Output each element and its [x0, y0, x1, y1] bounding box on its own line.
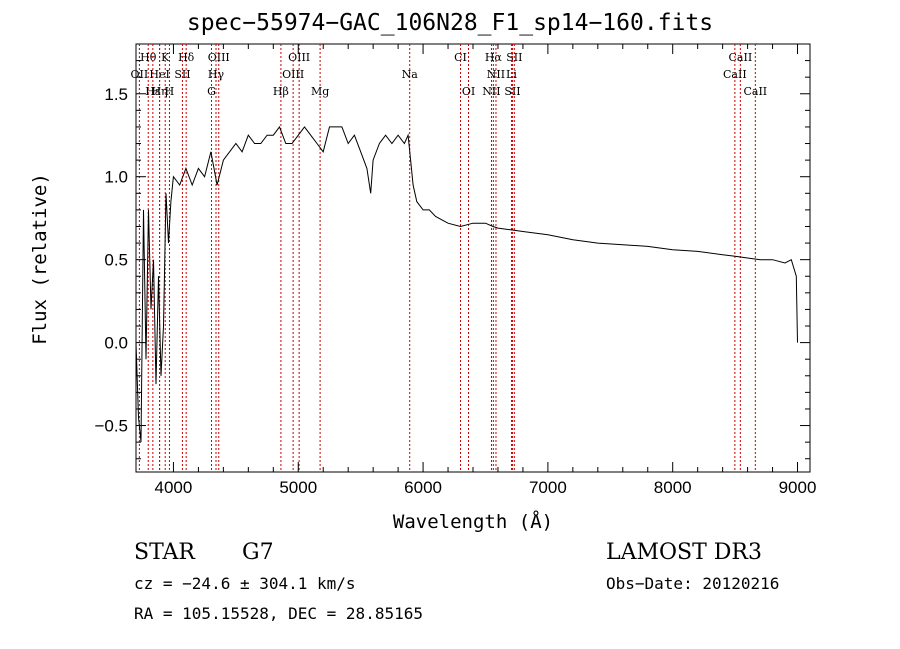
line-marker-label: Hθ — [140, 51, 157, 64]
line-marker-label: SII — [174, 68, 190, 81]
line-marker-label: G — [207, 85, 216, 98]
line-marker-label: H — [165, 85, 175, 98]
x-tick-label: 9000 — [779, 478, 817, 497]
y-tick-label: 1.5 — [104, 85, 128, 104]
line-marker-label: NII — [482, 85, 500, 98]
line-marker-label: OIII — [282, 68, 304, 81]
redshift-velocity: cz = −24.6 ± 304.1 km/s — [134, 574, 356, 593]
line-marker-label: NII — [487, 68, 505, 81]
line-marker-label: Hα — [485, 51, 503, 64]
line-marker-label: Hε — [145, 85, 161, 98]
survey-name: LAMOST DR3 — [606, 540, 762, 565]
axis-ticks: 4000 5000 6000 7000 8000 9000 −0.5 0.0 0.5 1.0 1.5 — [94, 44, 816, 497]
x-axis-label: Wavelength (Å) — [392, 511, 554, 533]
chart-title: spec−55974−GAC_106N28_F1_sp14−160.fits — [186, 10, 714, 36]
y-tick-label: −0.5 — [94, 417, 128, 436]
y-tick-label: 0.5 — [104, 251, 128, 270]
line-marker-label: Na — [402, 68, 419, 81]
observation-date: Obs−Date: 20120216 — [606, 574, 780, 593]
x-tick-label: 5000 — [279, 478, 317, 497]
line-marker-label: Li — [506, 68, 517, 81]
line-marker-label: Hη — [151, 85, 167, 98]
line-marker-label: OIII — [208, 51, 230, 64]
y-axis-label: Flux (relative) — [29, 173, 51, 345]
y-tick-label: 0.0 — [104, 334, 128, 353]
line-marker-label: OII — [131, 68, 149, 81]
line-marker-label: HeI — [149, 68, 169, 81]
line-marker-label: CI — [454, 51, 467, 64]
spectral-subclass: G7 — [242, 540, 274, 565]
line-marker-label: Mg — [311, 85, 329, 98]
line-marker-label: SII — [506, 51, 522, 64]
line-marker-label: K — [161, 51, 170, 64]
line-marker-label: Hγ — [208, 68, 225, 81]
line-marker-label: SII — [504, 85, 520, 98]
line-marker-label: CaII — [743, 85, 767, 98]
line-marker-label: OIII — [288, 51, 310, 64]
object-type: STAR — [134, 540, 195, 565]
line-marker-label: OI — [462, 85, 475, 98]
x-tick-label: 8000 — [654, 478, 692, 497]
y-tick-label: 1.0 — [104, 168, 128, 187]
x-tick-label: 6000 — [404, 478, 442, 497]
line-marker-label: CaII — [723, 68, 747, 81]
line-marker-label: CaII — [729, 51, 753, 64]
line-marker-label: Hβ — [273, 85, 289, 98]
x-tick-label: 7000 — [529, 478, 567, 497]
line-marker-label: Hδ — [178, 51, 195, 64]
sky-coordinates: RA = 105.15528, DEC = 28.85165 — [134, 604, 423, 623]
flux-line — [135, 125, 798, 443]
x-tick-label: 4000 — [155, 478, 193, 497]
plot-frame — [135, 43, 811, 473]
